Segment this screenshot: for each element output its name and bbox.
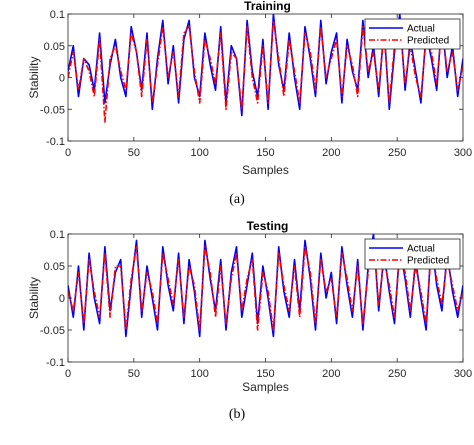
y-axis-label: Stability (27, 277, 41, 319)
x-axis-label: Samples (242, 380, 289, 394)
x-tick-label: 250 (388, 147, 406, 159)
x-tick-label: 300 (454, 368, 472, 380)
y-tick-label: -0.1 (46, 136, 65, 148)
y-tick-label: -0.05 (40, 325, 65, 337)
series-line-predicted (68, 239, 463, 331)
y-tick-label: 0.05 (44, 261, 65, 273)
x-tick-label: 150 (256, 368, 274, 380)
y-tick-label: 0 (59, 73, 65, 85)
y-tick-label: 0 (59, 293, 65, 305)
panel-2: 0 50 100 150 200 250 300 0.1 0.05 0 -0.05 -0.1 Testi… (27, 219, 472, 422)
series-line-predicted (68, 19, 463, 123)
x-tick-label: 250 (388, 368, 406, 380)
chart-title: Testing (247, 219, 289, 233)
panel-caption: (a) (229, 192, 245, 207)
legend-box (364, 238, 461, 270)
chart-title: Training (244, 0, 291, 13)
x-tick-label: 150 (256, 147, 274, 159)
x-tick-label: 0 (65, 147, 71, 159)
x-axis-label: Samples (242, 163, 289, 177)
legend-label-predicted: Predicted (407, 36, 449, 47)
y-tick-label: 0.05 (44, 41, 65, 53)
legend-label-actual: Actual (407, 24, 435, 35)
legend-label-actual: Actual (407, 244, 435, 255)
panel-caption: (b) (229, 407, 246, 422)
legend-label-predicted: Predicted (407, 256, 449, 267)
y-tick-label: -0.05 (40, 104, 65, 116)
x-tick-label: 50 (128, 368, 140, 380)
y-tick-label: 0.1 (50, 229, 65, 241)
x-tick-label: 0 (65, 368, 71, 380)
legend-box (364, 18, 461, 50)
x-tick-label: 100 (190, 147, 208, 159)
y-tick-label: -0.1 (46, 357, 65, 369)
x-tick-label: 100 (190, 368, 208, 380)
x-tick-label: 200 (322, 147, 340, 159)
panel-1: 0 50 100 150 200 250 300 0.1 0.05 0 -0.05 -0.1 Train… (27, 0, 472, 207)
x-tick-label: 300 (454, 147, 472, 159)
y-axis-label: Stability (27, 56, 41, 98)
x-tick-label: 200 (322, 368, 340, 380)
y-tick-label: 0.1 (50, 9, 65, 21)
x-tick-label: 50 (128, 147, 140, 159)
